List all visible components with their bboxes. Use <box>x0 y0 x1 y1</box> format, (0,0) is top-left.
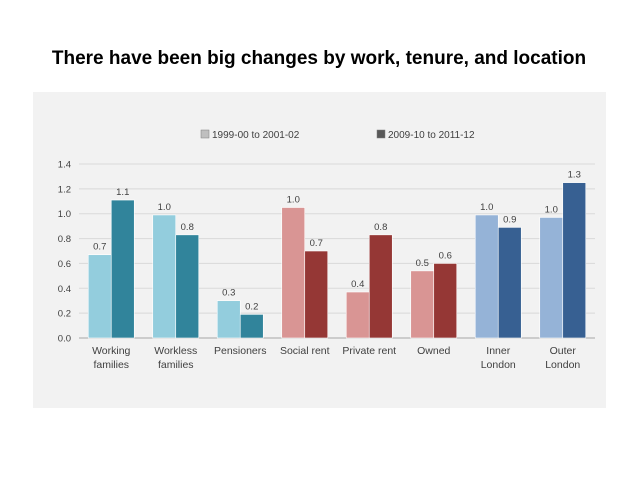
bar <box>562 182 587 339</box>
data-label: 1.0 <box>545 204 558 215</box>
bar-chart: 0.0 0.2 0.4 0.6 0.8 1.0 1.2 1.4 0.7 1.1 1.0 0.8 0.3… <box>58 129 595 371</box>
bar <box>410 270 435 339</box>
data-label: 0.8 <box>374 222 387 233</box>
bar <box>539 217 564 339</box>
legend-label: 2009-10 to 2011-12 <box>388 130 475 141</box>
legend: 1999-00 to 2001-02 2009-10 to 2011-12 <box>200 129 475 141</box>
bar <box>433 263 458 339</box>
data-label: 1.1 <box>116 187 129 198</box>
data-label: 1.0 <box>158 202 171 213</box>
data-label: 0.6 <box>439 250 452 261</box>
bar <box>110 199 135 339</box>
bar <box>474 214 499 339</box>
bar <box>304 250 329 339</box>
data-label: 0.8 <box>181 222 194 233</box>
y-tick-label: 0.2 <box>58 309 71 320</box>
y-tick-label: 0.4 <box>58 284 71 295</box>
data-label: 0.7 <box>310 238 323 249</box>
bar <box>281 207 306 339</box>
y-tick-label: 0.6 <box>58 259 71 270</box>
category-label: Inner <box>486 345 510 357</box>
legend-swatch <box>376 129 386 139</box>
y-tick-label: 0.8 <box>58 234 71 245</box>
data-label: 0.4 <box>351 279 364 290</box>
category-label: Outer <box>550 345 577 357</box>
bar <box>216 300 241 339</box>
y-tick-label: 1.0 <box>58 209 71 220</box>
y-tick-label: 0.0 <box>58 334 71 345</box>
category-label: Pensioners <box>214 345 267 357</box>
data-label: 0.3 <box>222 288 235 299</box>
data-label: 0.7 <box>93 242 106 253</box>
bar <box>152 214 177 339</box>
data-label: 0.9 <box>503 214 516 225</box>
y-tick-label: 1.4 <box>58 160 71 171</box>
bar <box>239 314 264 339</box>
category-label: Social rent <box>280 345 330 357</box>
category-label: families <box>93 359 129 371</box>
data-label: 0.5 <box>416 258 429 269</box>
legend-label: 1999-00 to 2001-02 <box>212 130 300 141</box>
category-label: families <box>158 359 194 371</box>
chart-panel: 0.0 0.2 0.4 0.6 0.8 1.0 1.2 1.4 0.7 1.1 1.0 0.8 0.3… <box>33 92 606 408</box>
legend-swatch <box>200 129 210 139</box>
category-label: Working <box>92 345 130 357</box>
category-label: London <box>481 359 516 371</box>
data-label: 1.0 <box>287 195 300 206</box>
bar <box>345 291 370 339</box>
bar <box>368 234 393 339</box>
y-tick-label: 1.2 <box>58 184 71 195</box>
bar <box>497 227 522 339</box>
category-label: Owned <box>417 345 450 357</box>
data-label: 1.3 <box>568 170 581 181</box>
x-axis-labels: Working families Workless families Pensioner… <box>92 345 580 371</box>
bars <box>87 182 587 339</box>
data-label: 1.0 <box>480 202 493 213</box>
bar <box>175 234 200 339</box>
data-label: 0.2 <box>245 301 258 312</box>
data-labels: 0.7 1.1 1.0 0.8 0.3 0.2 1.0 0.7 0.4 0.8 0.5 0.6 1.0 0… <box>93 170 581 313</box>
category-label: Private rent <box>342 345 396 357</box>
category-label: Workless <box>154 345 197 357</box>
slide-title: There have been big changes by work, ten… <box>51 48 587 69</box>
bar <box>87 254 112 339</box>
category-label: London <box>545 359 580 371</box>
